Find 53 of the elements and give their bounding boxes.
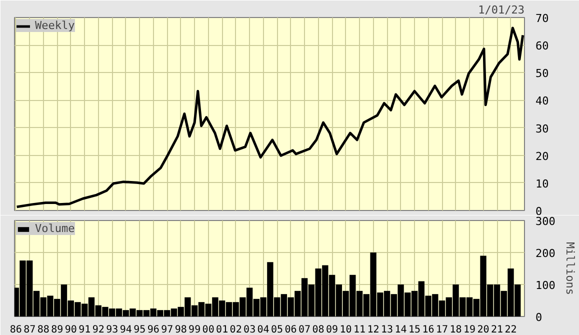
- x-tick-label: 21: [490, 324, 504, 335]
- y-tick-label: 0: [536, 311, 542, 324]
- y-tick-label: 300: [536, 215, 556, 228]
- x-tick-label: 00: [202, 324, 214, 335]
- y-tick-label: 0: [536, 205, 542, 218]
- x-tick-label: 08: [312, 324, 324, 335]
- x-tick-label: 06: [284, 324, 297, 335]
- x-tick-label: 96: [147, 324, 160, 335]
- x-tick-label: 93: [106, 324, 118, 335]
- text: 1/01/23: [478, 4, 524, 16]
- legend-label: Volume: [35, 222, 75, 235]
- x-tick-label: 94: [120, 324, 132, 335]
- x-tick-label: 16: [422, 324, 434, 335]
- x-tick-label: 98: [174, 324, 187, 335]
- y-tick-label: 30: [536, 122, 549, 136]
- y-tick-label: 200: [536, 247, 556, 260]
- x-tick-label: 15: [408, 324, 421, 335]
- y-tick-label: 60: [536, 40, 549, 53]
- y-axis-title: Millions: [563, 242, 576, 295]
- x-tick-label: 10: [340, 324, 352, 335]
- x-tick-label: 89: [51, 324, 64, 335]
- x-tick-label: 97: [161, 324, 174, 335]
- x-tick-label: 99: [188, 324, 201, 335]
- y-tick-label: 50: [536, 67, 549, 80]
- x-tick-label: 86: [10, 324, 22, 335]
- x-tick-label: 02: [230, 324, 242, 335]
- x-tick-label: 03: [244, 324, 256, 335]
- x-tick-label: 87: [24, 324, 36, 335]
- x-tick-label: 14: [394, 324, 407, 335]
- x-tick-label: 20: [477, 324, 490, 335]
- x-tick-label: 18: [450, 324, 462, 335]
- y-tick-label: 40: [536, 94, 549, 108]
- x-tick-label: 19: [463, 324, 476, 335]
- x-tick-label: 88: [37, 324, 50, 335]
- x-tick-label: 17: [436, 324, 448, 335]
- x-tick-label: 13: [381, 324, 394, 335]
- x-tick-label: 11: [354, 324, 366, 335]
- x-tick-label: 04: [257, 324, 270, 335]
- x-tick-label: 92: [92, 324, 104, 335]
- x-tick-label: 05: [271, 324, 284, 335]
- y-tick-label: 10: [536, 177, 549, 190]
- x-tick-label: 90: [64, 324, 77, 335]
- y-tick-label: 100: [536, 279, 556, 292]
- y-tick-label: 70: [536, 12, 549, 25]
- x-tick-label: 91: [78, 324, 91, 335]
- y-tick-label: 20: [536, 150, 549, 163]
- x-tick-label: 07: [298, 324, 311, 335]
- x-tick-label: 12: [367, 324, 380, 335]
- legend-label: Weekly: [35, 19, 75, 32]
- x-tick-label: 01: [216, 324, 228, 335]
- x-tick-label: 22: [504, 324, 517, 335]
- x-tick-label: 09: [326, 324, 338, 335]
- x-tick-label: 95: [134, 324, 146, 335]
